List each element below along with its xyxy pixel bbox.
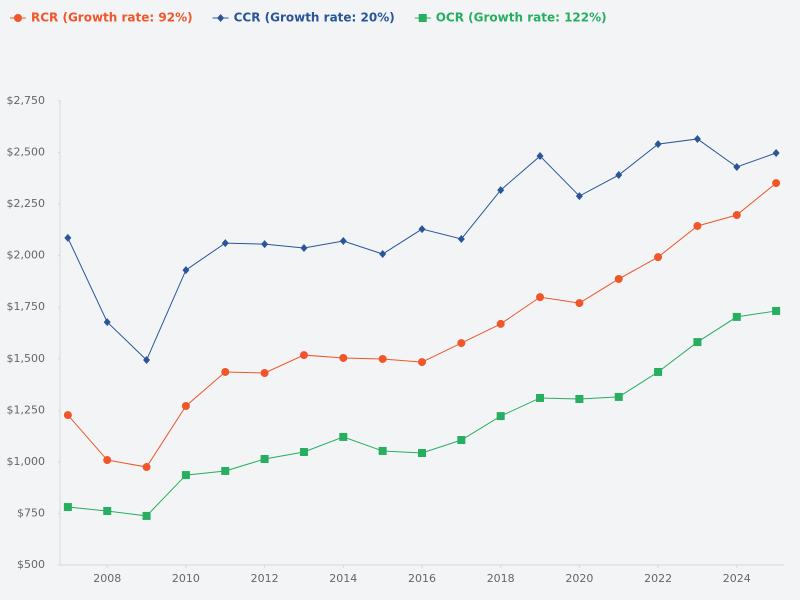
legend-label[interactable]: RCR (Growth rate: 92%) xyxy=(31,11,193,25)
data-point xyxy=(181,402,190,411)
x-tick-label: 2008 xyxy=(93,572,121,585)
data-point xyxy=(496,319,505,328)
y-tick-label: $2,500 xyxy=(7,146,46,159)
data-point xyxy=(261,240,269,249)
y-tick-label: $500 xyxy=(17,558,45,571)
data-point xyxy=(614,392,623,401)
data-point xyxy=(103,318,111,327)
data-point xyxy=(339,353,348,362)
data-point xyxy=(575,192,583,201)
legend-label[interactable]: CCR (Growth rate: 20%) xyxy=(234,11,395,25)
y-tick-label: $1,250 xyxy=(7,403,46,416)
data-point xyxy=(103,506,112,515)
data-point xyxy=(496,412,505,421)
data-point xyxy=(339,237,347,246)
data-point xyxy=(418,449,426,458)
data-point xyxy=(772,306,781,315)
x-tick-label: 2016 xyxy=(408,572,436,585)
data-point xyxy=(142,463,151,472)
data-point xyxy=(299,447,308,456)
data-point xyxy=(614,274,623,283)
data-point xyxy=(379,250,387,259)
data-point xyxy=(63,503,72,512)
data-point xyxy=(63,411,72,420)
data-point xyxy=(64,233,72,242)
x-tick-label: 2018 xyxy=(487,572,515,585)
data-point xyxy=(260,455,269,464)
y-tick-label: $2,750 xyxy=(7,94,46,107)
data-point xyxy=(378,354,387,363)
y-tick-label: $1,500 xyxy=(7,352,46,365)
data-point xyxy=(418,358,426,367)
data-point xyxy=(732,312,741,321)
legend-label[interactable]: OCR (Growth rate: 122%) xyxy=(436,11,607,25)
data-point xyxy=(378,446,387,455)
data-point xyxy=(300,244,308,253)
data-point xyxy=(654,253,663,262)
legend-marker xyxy=(14,14,22,22)
data-point xyxy=(103,456,112,465)
data-point xyxy=(221,239,229,248)
data-point xyxy=(142,511,151,520)
data-point xyxy=(457,436,466,445)
data-point xyxy=(497,186,505,195)
data-point xyxy=(654,367,663,376)
data-point xyxy=(732,211,741,220)
y-tick-label: $1,750 xyxy=(7,300,46,313)
legend-marker xyxy=(418,14,427,22)
data-point xyxy=(221,367,230,376)
data-point xyxy=(693,221,702,230)
data-point xyxy=(221,466,230,475)
data-point xyxy=(733,162,741,171)
x-tick-label: 2020 xyxy=(565,572,593,585)
data-point xyxy=(143,356,151,365)
data-point xyxy=(615,171,623,180)
x-tick-label: 2010 xyxy=(172,572,200,585)
data-point xyxy=(772,148,780,157)
data-point xyxy=(654,140,662,149)
y-tick-label: $750 xyxy=(17,506,45,519)
data-point xyxy=(457,339,466,348)
data-point xyxy=(299,351,308,360)
x-tick-label: 2014 xyxy=(329,572,357,585)
data-point xyxy=(260,369,269,378)
data-point xyxy=(575,394,584,403)
y-tick-label: $2,250 xyxy=(7,197,46,210)
data-point xyxy=(457,234,465,243)
data-point xyxy=(536,152,544,161)
legend-marker xyxy=(217,14,225,22)
x-tick-label: 2022 xyxy=(644,572,672,585)
y-tick-label: $1,000 xyxy=(7,455,46,468)
data-point xyxy=(693,338,702,347)
data-point xyxy=(418,225,426,234)
data-point xyxy=(182,266,190,275)
data-point xyxy=(536,393,545,402)
x-tick-label: 2024 xyxy=(723,572,751,585)
x-tick-label: 2012 xyxy=(251,572,279,585)
data-point xyxy=(693,134,701,143)
data-point xyxy=(536,293,545,302)
y-tick-label: $2,000 xyxy=(7,249,46,262)
data-point xyxy=(339,432,348,441)
data-point xyxy=(575,299,584,308)
data-point xyxy=(772,179,781,188)
data-point xyxy=(181,471,190,480)
